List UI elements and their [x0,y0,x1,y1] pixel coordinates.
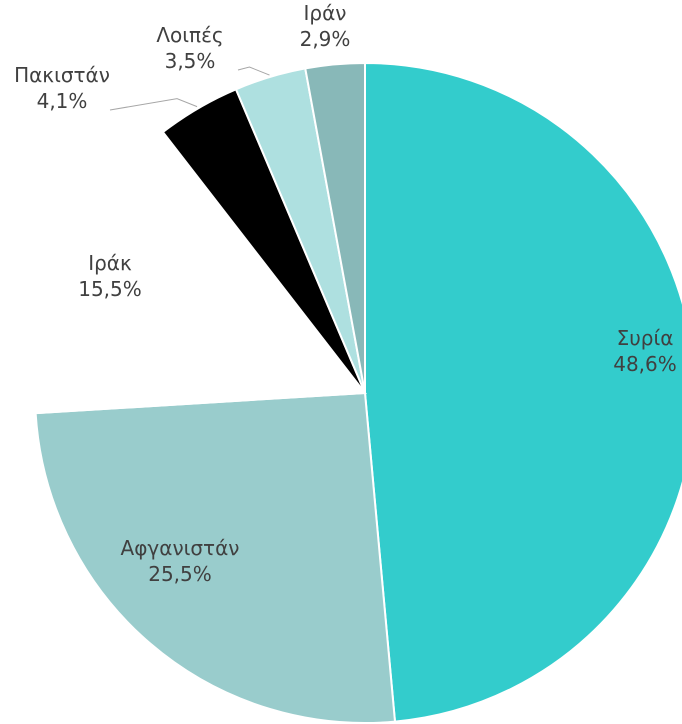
slice-value-label: 4,1% [37,89,88,113]
slice-value-label: 25,5% [148,562,212,586]
leader-line [109,98,198,111]
pie-slice [34,130,367,415]
slice-label: Συρία [617,326,674,350]
leader-line [237,66,270,76]
slice-label: Πακιστάν [14,63,110,87]
slice-label: Λοιπές [156,23,223,47]
slice-label: Ιράκ [88,251,132,275]
pie-slice [304,61,366,394]
slice-label: Ιράν [304,1,347,25]
slice-label: Αφγανιστάν [121,536,240,560]
pie-slice [34,391,397,724]
slice-value-label: 15,5% [78,277,142,301]
slice-value-label: 48,6% [613,352,677,376]
pie-slice [364,61,682,723]
slice-value-label: 2,9% [300,27,351,51]
slice-value-label: 3,5% [165,49,216,73]
